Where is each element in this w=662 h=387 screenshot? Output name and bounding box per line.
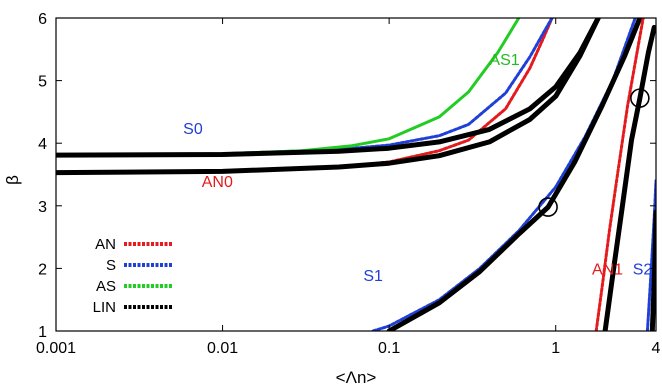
y-tick-label: 3	[38, 199, 47, 216]
x-axis-label: <Λn>	[336, 368, 377, 387]
legend-label-as: AS	[96, 278, 116, 295]
x-tick-label: 0.1	[378, 340, 400, 357]
plot-frame	[55, 17, 657, 332]
series-as-line-2	[56, 18, 521, 157]
legend-label-s: S	[106, 257, 116, 274]
curve-label-as1: AS1	[489, 52, 519, 69]
annotation-layer: AS1 S0 AN0 S1 AN1 S2	[183, 52, 652, 285]
legend-label-lin: LIN	[93, 299, 116, 316]
y-tick-label: 1	[38, 324, 47, 341]
y-tick-label: 5	[38, 74, 47, 91]
series-an-line-7	[594, 18, 645, 331]
curve-label-an1: AN1	[592, 262, 623, 279]
series-lin-line-6	[386, 18, 643, 331]
series-lin-line-8	[602, 24, 656, 331]
open-circle-marker-0	[538, 197, 558, 217]
x-tick-label: 0.01	[207, 340, 238, 357]
x-tick-label: 0.001	[36, 340, 76, 357]
x-tick-label: 4	[652, 340, 661, 357]
curve-label-s2: S2	[633, 262, 653, 279]
series-lin-line-4	[56, 18, 601, 158]
curve-label-s0: S0	[183, 121, 203, 138]
series-layer	[56, 18, 656, 331]
legend-label-an: AN	[95, 236, 116, 253]
y-tick-label: 6	[38, 11, 47, 28]
curve-label-s1: S1	[363, 268, 383, 285]
curve-label-an0: AN0	[202, 174, 233, 191]
y-tick-label: 2	[38, 261, 47, 278]
y-axis-label: β	[3, 175, 22, 185]
series-lin-line-3	[56, 18, 601, 176]
open-circle-marker-1	[630, 88, 650, 108]
legend: AN S AS LIN	[93, 236, 172, 316]
y-tick-label: 4	[38, 136, 47, 153]
tick-layer: 0.001 0.01 0.1 1 4 1 2 3 4 5 6	[36, 11, 661, 357]
x-tick-label: 1	[551, 340, 560, 357]
marker-layer	[538, 88, 650, 217]
